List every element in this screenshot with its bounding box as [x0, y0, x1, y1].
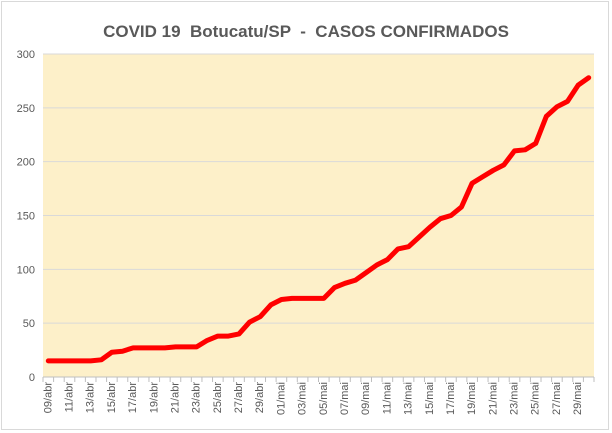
chart-title: COVID 19 Botucatu/SP - CASOS CONFIRMADOS: [103, 22, 509, 41]
x-tick-label: 27/mai: [551, 382, 563, 415]
x-tick-label: 01/mai: [275, 382, 287, 415]
x-tick-label: 13/abr: [85, 382, 97, 414]
x-tick-label: 05/mai: [318, 382, 330, 415]
x-tick-label: 25/abr: [212, 382, 224, 414]
x-tick-label: 29/mai: [572, 382, 584, 415]
y-tick-label: 150: [17, 211, 35, 223]
x-tick-label: 29/abr: [254, 382, 266, 414]
x-tick-label: 17/abr: [127, 382, 139, 414]
x-tick-label: 09/mai: [360, 382, 372, 415]
x-tick-label: 03/mai: [297, 382, 309, 415]
x-tick-label: 09/abr: [42, 382, 54, 414]
x-tick-label: 13/mai: [403, 382, 415, 415]
x-tick-label: 11/abr: [63, 382, 75, 413]
y-tick-label: 50: [23, 318, 35, 330]
x-tick-label: 23/abr: [191, 382, 203, 414]
y-tick-label: 100: [17, 264, 35, 276]
series-line-casos-confirmados: [45, 75, 592, 364]
x-tick-label: 15/abr: [106, 382, 118, 414]
y-tick-label: 200: [17, 157, 35, 169]
y-tick-label: 250: [17, 103, 35, 115]
x-tick-label: 27/abr: [233, 382, 245, 414]
x-tick-label: 23/mai: [509, 382, 521, 415]
y-tick-label: 300: [17, 49, 35, 61]
x-tick-label: 21/mai: [487, 382, 499, 415]
y-tick-label: 0: [29, 372, 35, 384]
x-tick-label: 11/mai: [381, 382, 393, 414]
x-tick-label: 21/abr: [169, 382, 181, 414]
x-tick-label: 07/mai: [339, 382, 351, 415]
x-tick-label: 17/mai: [445, 382, 457, 415]
x-tick-label: 19/mai: [466, 382, 478, 415]
x-tick-label: 15/mai: [424, 382, 436, 415]
x-tick-label: 19/abr: [148, 382, 160, 414]
x-tick-label: 25/mai: [530, 382, 542, 415]
